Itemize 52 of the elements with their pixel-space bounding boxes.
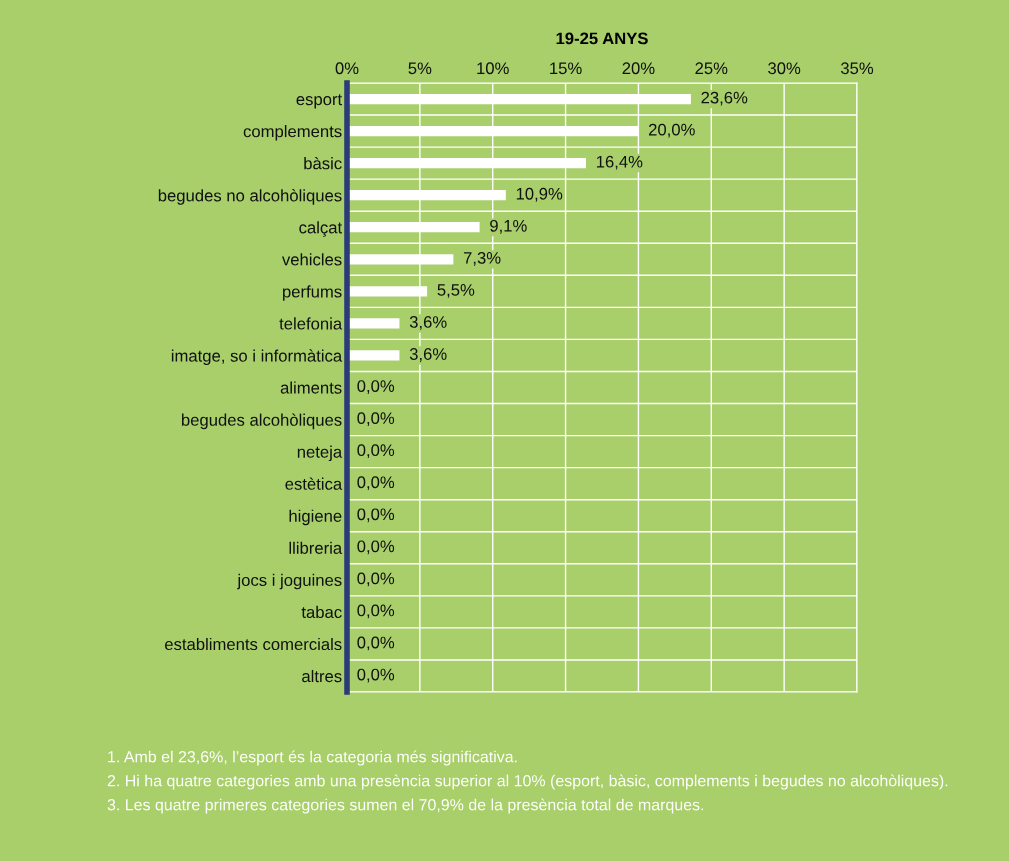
y-tick-label: complements xyxy=(243,125,342,141)
data-label: 0,0% xyxy=(357,476,395,491)
text: 3. Les quatre primeres categories sumen el 70,9% de la presència total de marques. xyxy=(107,798,704,814)
data-label: 0,0% xyxy=(357,572,395,587)
x-tick-label: 0% xyxy=(335,62,359,75)
data-label: 0,0% xyxy=(357,668,395,683)
data-label: 9,1% xyxy=(490,219,527,234)
bar xyxy=(347,318,400,329)
y-tick-label: establiments comercials xyxy=(165,637,342,651)
bar xyxy=(347,350,400,361)
y-tick-label: begudes alcohòliques xyxy=(181,413,342,430)
data-label: 23,6% xyxy=(701,91,748,106)
chart-title: 19-25 ANYS xyxy=(556,32,648,45)
data-label: 0,0% xyxy=(357,636,395,651)
text: 2. Hi ha quatre categories amb una presència superior al 10% (esport, bàsic, complements i begudes no alcohòliques). xyxy=(107,774,948,790)
data-label: 16,4% xyxy=(596,155,643,170)
data-label: 0,0% xyxy=(357,444,395,459)
data-label: 5,5% xyxy=(437,284,475,298)
data-label: 0,0% xyxy=(357,508,395,523)
y-tick-label: tabac xyxy=(301,605,342,619)
x-tick-label: 15% xyxy=(550,62,582,75)
data-label: 3,6% xyxy=(409,316,447,330)
data-label: 0,0% xyxy=(357,604,395,619)
y-tick-label: vehicles xyxy=(281,253,342,266)
x-tick-label: 25% xyxy=(695,62,728,75)
y-tick-label: begudes no alcohòliques xyxy=(158,189,342,205)
x-tick-label: 30% xyxy=(768,62,801,75)
y-tick-label: esport xyxy=(296,94,343,109)
text: 1. Amb el 23,6%, l’esport és la categoria més significativa. xyxy=(108,750,517,766)
y-tick-label: llibreria xyxy=(289,541,343,554)
data-label: 0,0% xyxy=(357,412,395,426)
y-tick-label: altres xyxy=(302,669,342,683)
y-tick-label: neteja xyxy=(297,445,343,462)
data-label: 20,0% xyxy=(648,123,695,138)
y-tick-label: telefonia xyxy=(279,317,343,330)
y-tick-label: jocs i joguines xyxy=(237,573,342,590)
data-label: 7,3% xyxy=(463,251,501,266)
y-tick-label: imatge, so i informàtica xyxy=(171,349,343,366)
data-label: 10,9% xyxy=(516,187,563,202)
x-tick-label: 20% xyxy=(622,62,655,75)
y-tick-label: estètica xyxy=(285,477,343,490)
y-tick-label: calçat xyxy=(299,221,343,237)
data-label: 0,0% xyxy=(357,540,395,555)
y-tick-label: higiene xyxy=(289,509,342,526)
y-tick-label: bàsic xyxy=(304,156,342,170)
x-tick-label: 35% xyxy=(840,62,874,75)
y-tick-label: aliments xyxy=(280,381,342,394)
x-tick-label: 5% xyxy=(408,62,432,75)
data-label: 0,0% xyxy=(357,380,395,394)
data-label: 3,6% xyxy=(409,348,447,362)
y-tick-label: perfums xyxy=(283,285,342,301)
x-tick-label: 10% xyxy=(477,62,509,75)
